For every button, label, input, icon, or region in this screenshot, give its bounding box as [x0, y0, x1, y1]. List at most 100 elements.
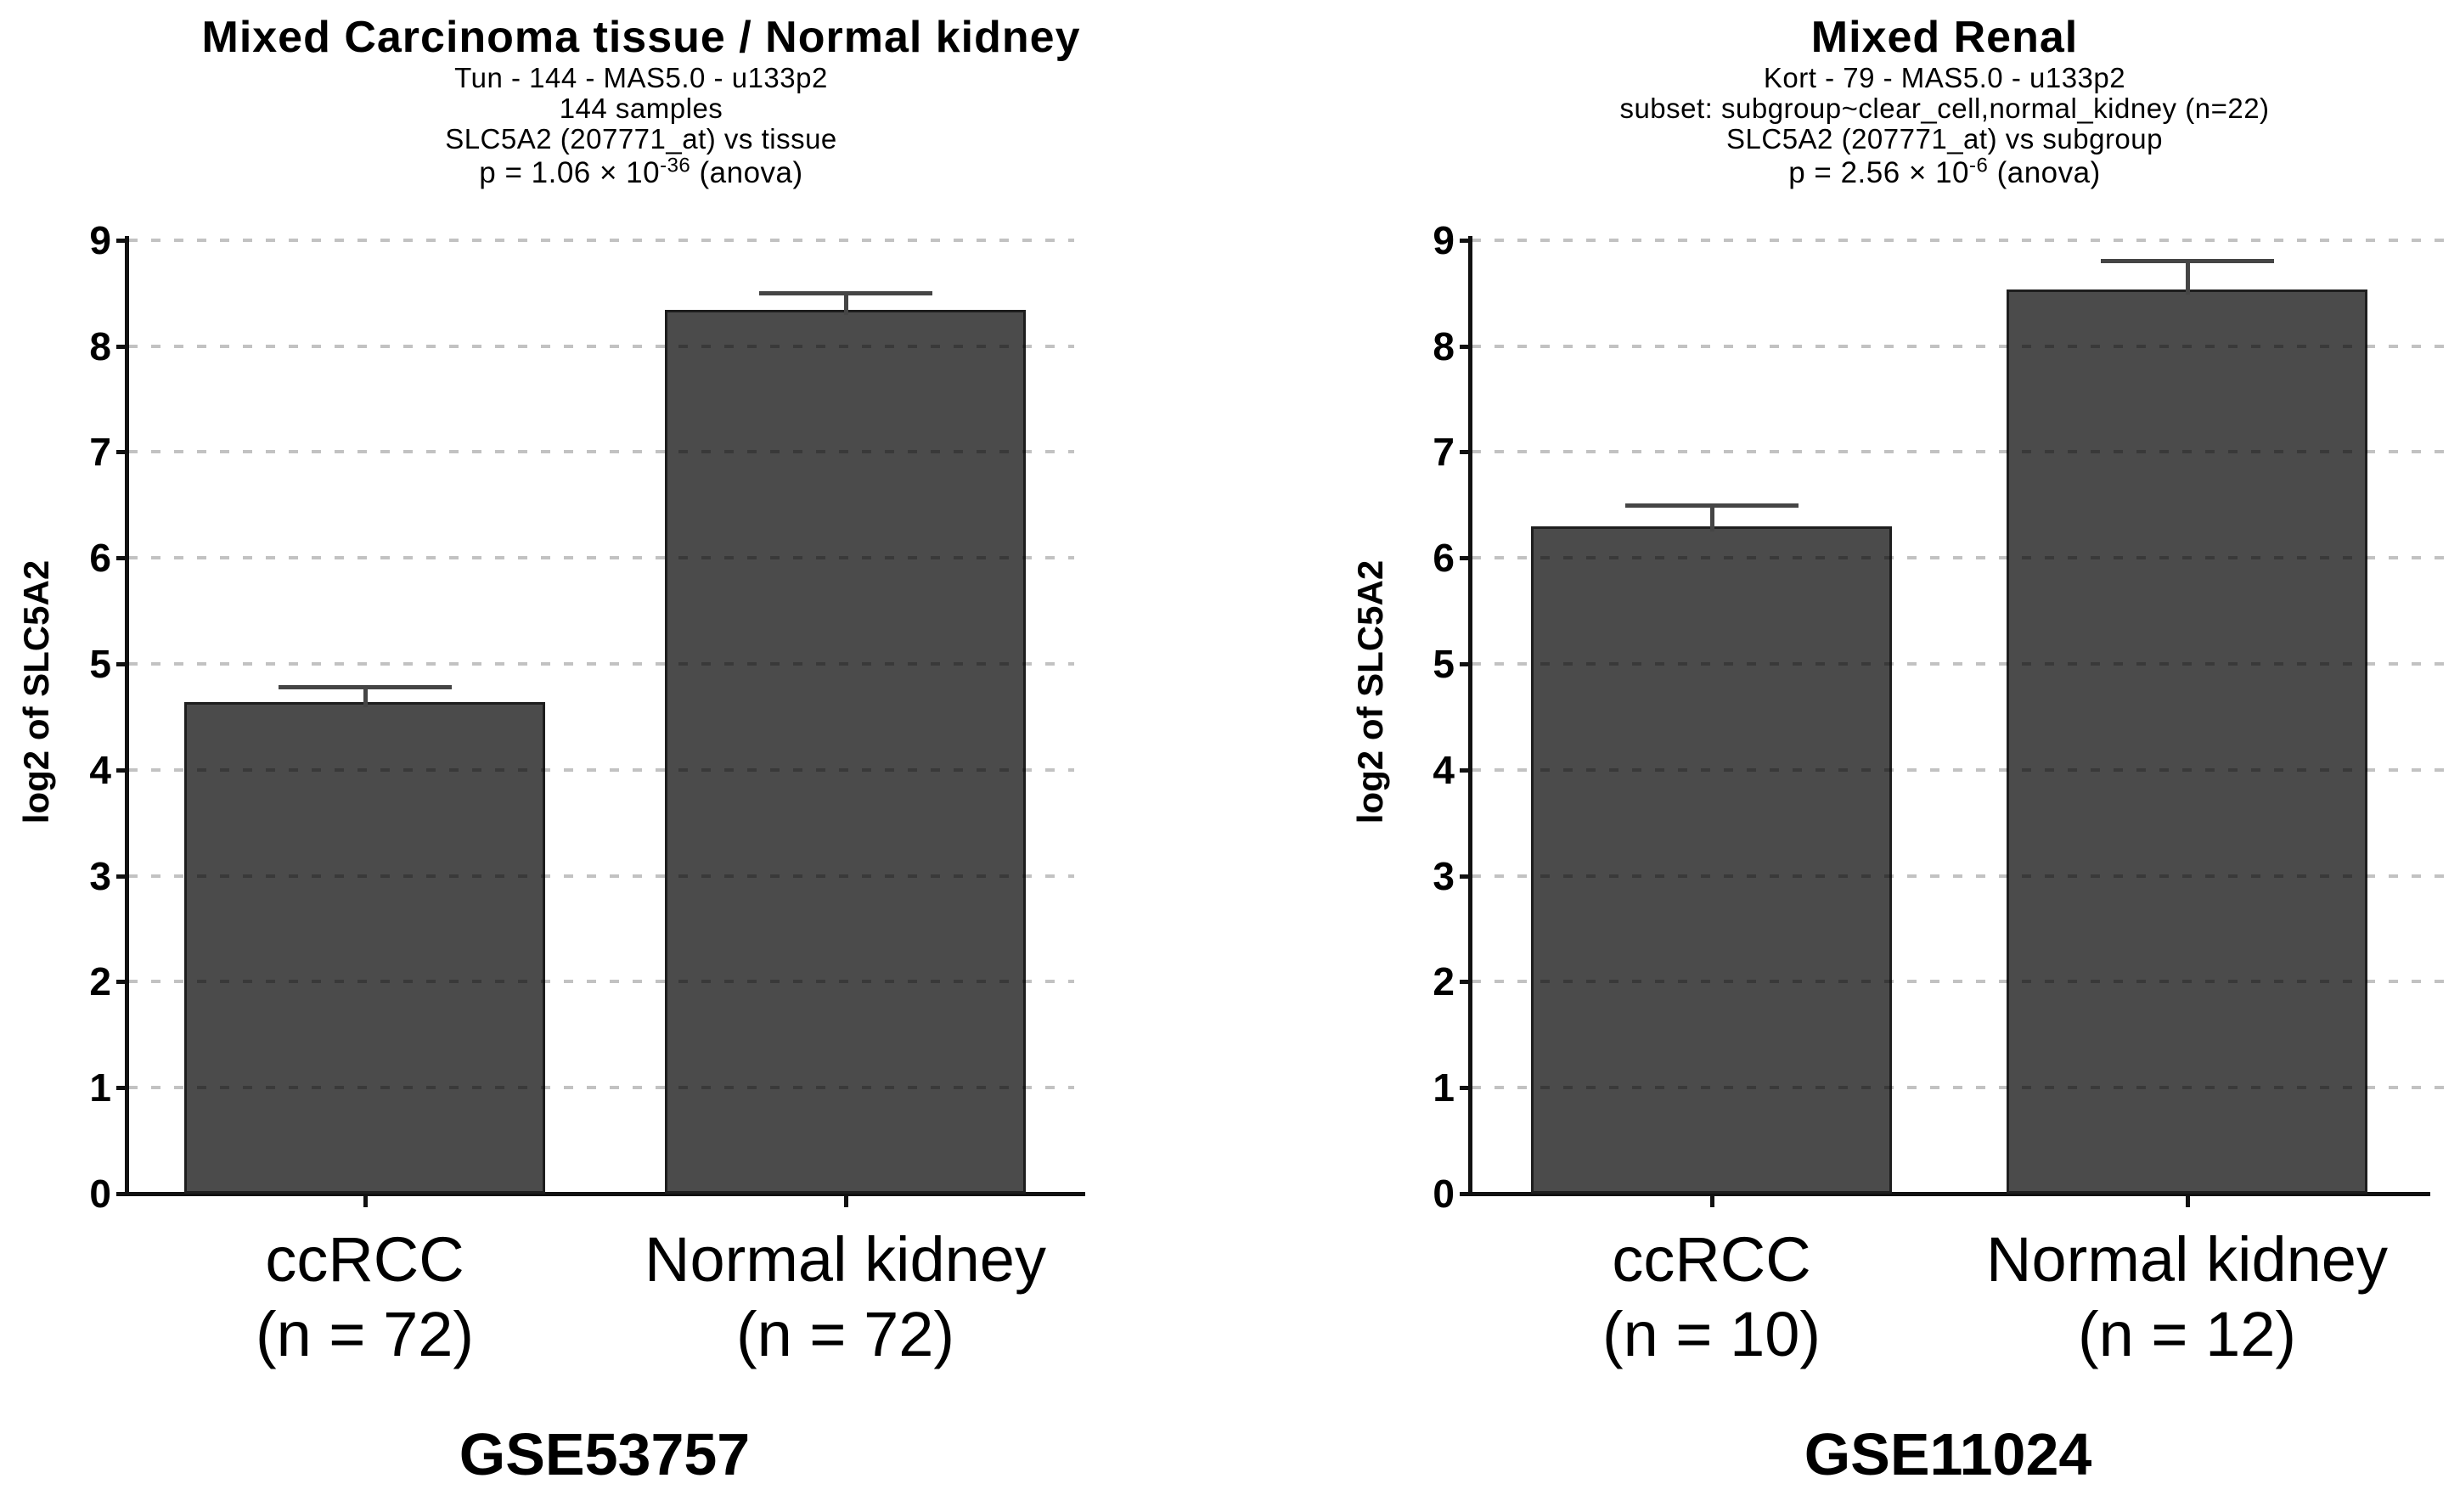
gridline — [128, 767, 1074, 772]
bar-ccrcc — [184, 702, 545, 1194]
gridline — [1472, 1086, 2450, 1090]
chart-header: Mixed Carcinoma tissue / Normal kidney T… — [166, 12, 1117, 192]
y-tick — [1460, 450, 1470, 455]
y-tick-label: 7 — [89, 430, 111, 475]
y-tick — [116, 450, 127, 455]
y-tick-label: 6 — [1433, 536, 1455, 581]
y-tick-label: 3 — [1433, 853, 1455, 898]
category-label-ccrcc: ccRCC — [265, 1224, 464, 1295]
chart-subtitle: SLC5A2 (207771_at) vs subgroup — [1726, 123, 2163, 155]
y-tick-label: 5 — [1433, 642, 1455, 686]
category-sublabel: (n = 72) — [255, 1299, 475, 1369]
y-tick-label: 7 — [1433, 430, 1455, 475]
x-tick — [2185, 1196, 2190, 1207]
p-value-exponent: -6 — [1969, 154, 1989, 177]
y-tick — [1460, 344, 1470, 349]
y-tick — [116, 556, 127, 561]
bar-ccrcc — [1531, 526, 1892, 1194]
y-tick-label: 8 — [89, 323, 111, 368]
y-tick-label: 1 — [89, 1065, 111, 1110]
y-tick-label: 4 — [1433, 747, 1455, 792]
chart-left-gse53757: Mixed Carcinoma tissue / Normal kidney T… — [16, 12, 1117, 1487]
y-tick — [116, 980, 127, 985]
y-tick — [1460, 874, 1470, 879]
gridline — [128, 980, 1074, 984]
y-tick — [1460, 662, 1470, 666]
gridline — [128, 556, 1074, 560]
x-tick — [843, 1196, 848, 1207]
gridline — [1472, 767, 2450, 772]
chart-right-gse11024: Mixed Renal Kort - 79 - MAS5.0 - u133p2 … — [1230, 0, 2460, 1512]
bar-normal-kidney — [2007, 289, 2367, 1194]
category-sublabel: (n = 10) — [1602, 1299, 1821, 1369]
chart-subtitle: 144 samples — [559, 93, 723, 124]
error-bar-cap — [2101, 258, 2274, 263]
error-bar-cap — [1625, 503, 1799, 508]
error-bar-line — [843, 293, 848, 316]
category-sublabel: (n = 72) — [735, 1299, 955, 1369]
gridline — [1472, 238, 2450, 242]
dataset-label-gse11024: GSE11024 — [1804, 1421, 2092, 1487]
error-bar-cap — [279, 685, 452, 690]
y-tick — [1460, 1086, 1470, 1091]
y-tick-label: 8 — [1433, 323, 1455, 368]
gridline — [1472, 556, 2450, 560]
y-axis-line — [125, 235, 129, 1196]
y-tick — [1460, 556, 1470, 561]
x-tick — [1709, 1196, 1714, 1207]
y-tick — [116, 238, 127, 243]
p-value-suffix: (anova) — [1988, 156, 2101, 189]
y-tick-label: 9 — [1433, 217, 1455, 262]
p-value-suffix: (anova) — [690, 156, 803, 189]
dataset-label-gse53757: GSE53757 — [459, 1421, 751, 1487]
p-value-text: p = 1.06 × 10-36 (anova) — [166, 155, 1117, 192]
gridline — [128, 450, 1074, 454]
y-tick — [1460, 1192, 1470, 1196]
gridline — [1472, 874, 2450, 878]
bar-normal-kidney — [665, 310, 1026, 1194]
y-tick-label: 2 — [1433, 959, 1455, 1004]
y-tick-label: 4 — [89, 747, 111, 792]
y-tick-label: 1 — [1433, 1065, 1455, 1110]
error-bar-line — [2185, 260, 2190, 295]
plot-area: 0 1 2 3 4 5 6 7 8 9 ccRCC (n = 72) Normal kidney (n =… — [89, 217, 1085, 1487]
y-tick-label: 3 — [89, 853, 111, 898]
y-tick — [116, 662, 127, 666]
category-label-normal-kidney: Normal kidney — [1986, 1224, 2388, 1295]
p-value-exponent: -36 — [660, 154, 691, 177]
gridline — [128, 1086, 1074, 1090]
chart-subtitle: Kort - 79 - MAS5.0 - u133p2 — [1763, 62, 2126, 93]
gridline — [128, 874, 1074, 878]
error-bar-cap — [759, 291, 932, 296]
gridline — [1472, 980, 2450, 984]
p-value-prefix: p = 1.06 × 10 — [479, 156, 661, 189]
chart-title: Mixed Renal — [1810, 13, 2079, 62]
x-tick — [363, 1196, 368, 1207]
y-tick — [116, 767, 127, 773]
error-bar-line — [1709, 504, 1714, 531]
y-tick — [116, 1192, 127, 1196]
y-axis-line — [1468, 235, 1472, 1196]
chart-header: Mixed Renal Kort - 79 - MAS5.0 - u133p2 … — [1469, 12, 2420, 192]
gridline — [128, 238, 1074, 242]
category-label-ccrcc: ccRCC — [1612, 1224, 1811, 1295]
y-tick — [116, 344, 127, 349]
y-tick — [1460, 767, 1470, 773]
y-tick-label: 5 — [89, 642, 111, 686]
gridline — [128, 344, 1074, 348]
gridline — [128, 662, 1074, 666]
category-sublabel: (n = 12) — [2077, 1299, 2297, 1369]
chart-title: Mixed Carcinoma tissue / Normal kidney — [201, 13, 1081, 62]
plot-area: 0 1 2 3 4 5 6 7 8 9 ccRCC (n = 10) Normal kidney (n =… — [1230, 0, 2460, 1512]
y-tick-label: 2 — [89, 959, 111, 1004]
y-tick-label: 9 — [89, 217, 111, 262]
chart-subtitle: Tun - 144 - MAS5.0 - u133p2 — [454, 62, 828, 93]
chart-subtitle: SLC5A2 (207771_at) vs tissue — [445, 123, 837, 155]
x-axis-line — [124, 1192, 1085, 1196]
chart-subtitle: subset: subgroup~clear_cell,normal_kidne… — [1619, 93, 2270, 124]
y-tick — [116, 874, 127, 879]
y-tick-label: 0 — [89, 1172, 111, 1216]
y-tick — [116, 1086, 127, 1091]
y-tick — [1460, 238, 1470, 243]
